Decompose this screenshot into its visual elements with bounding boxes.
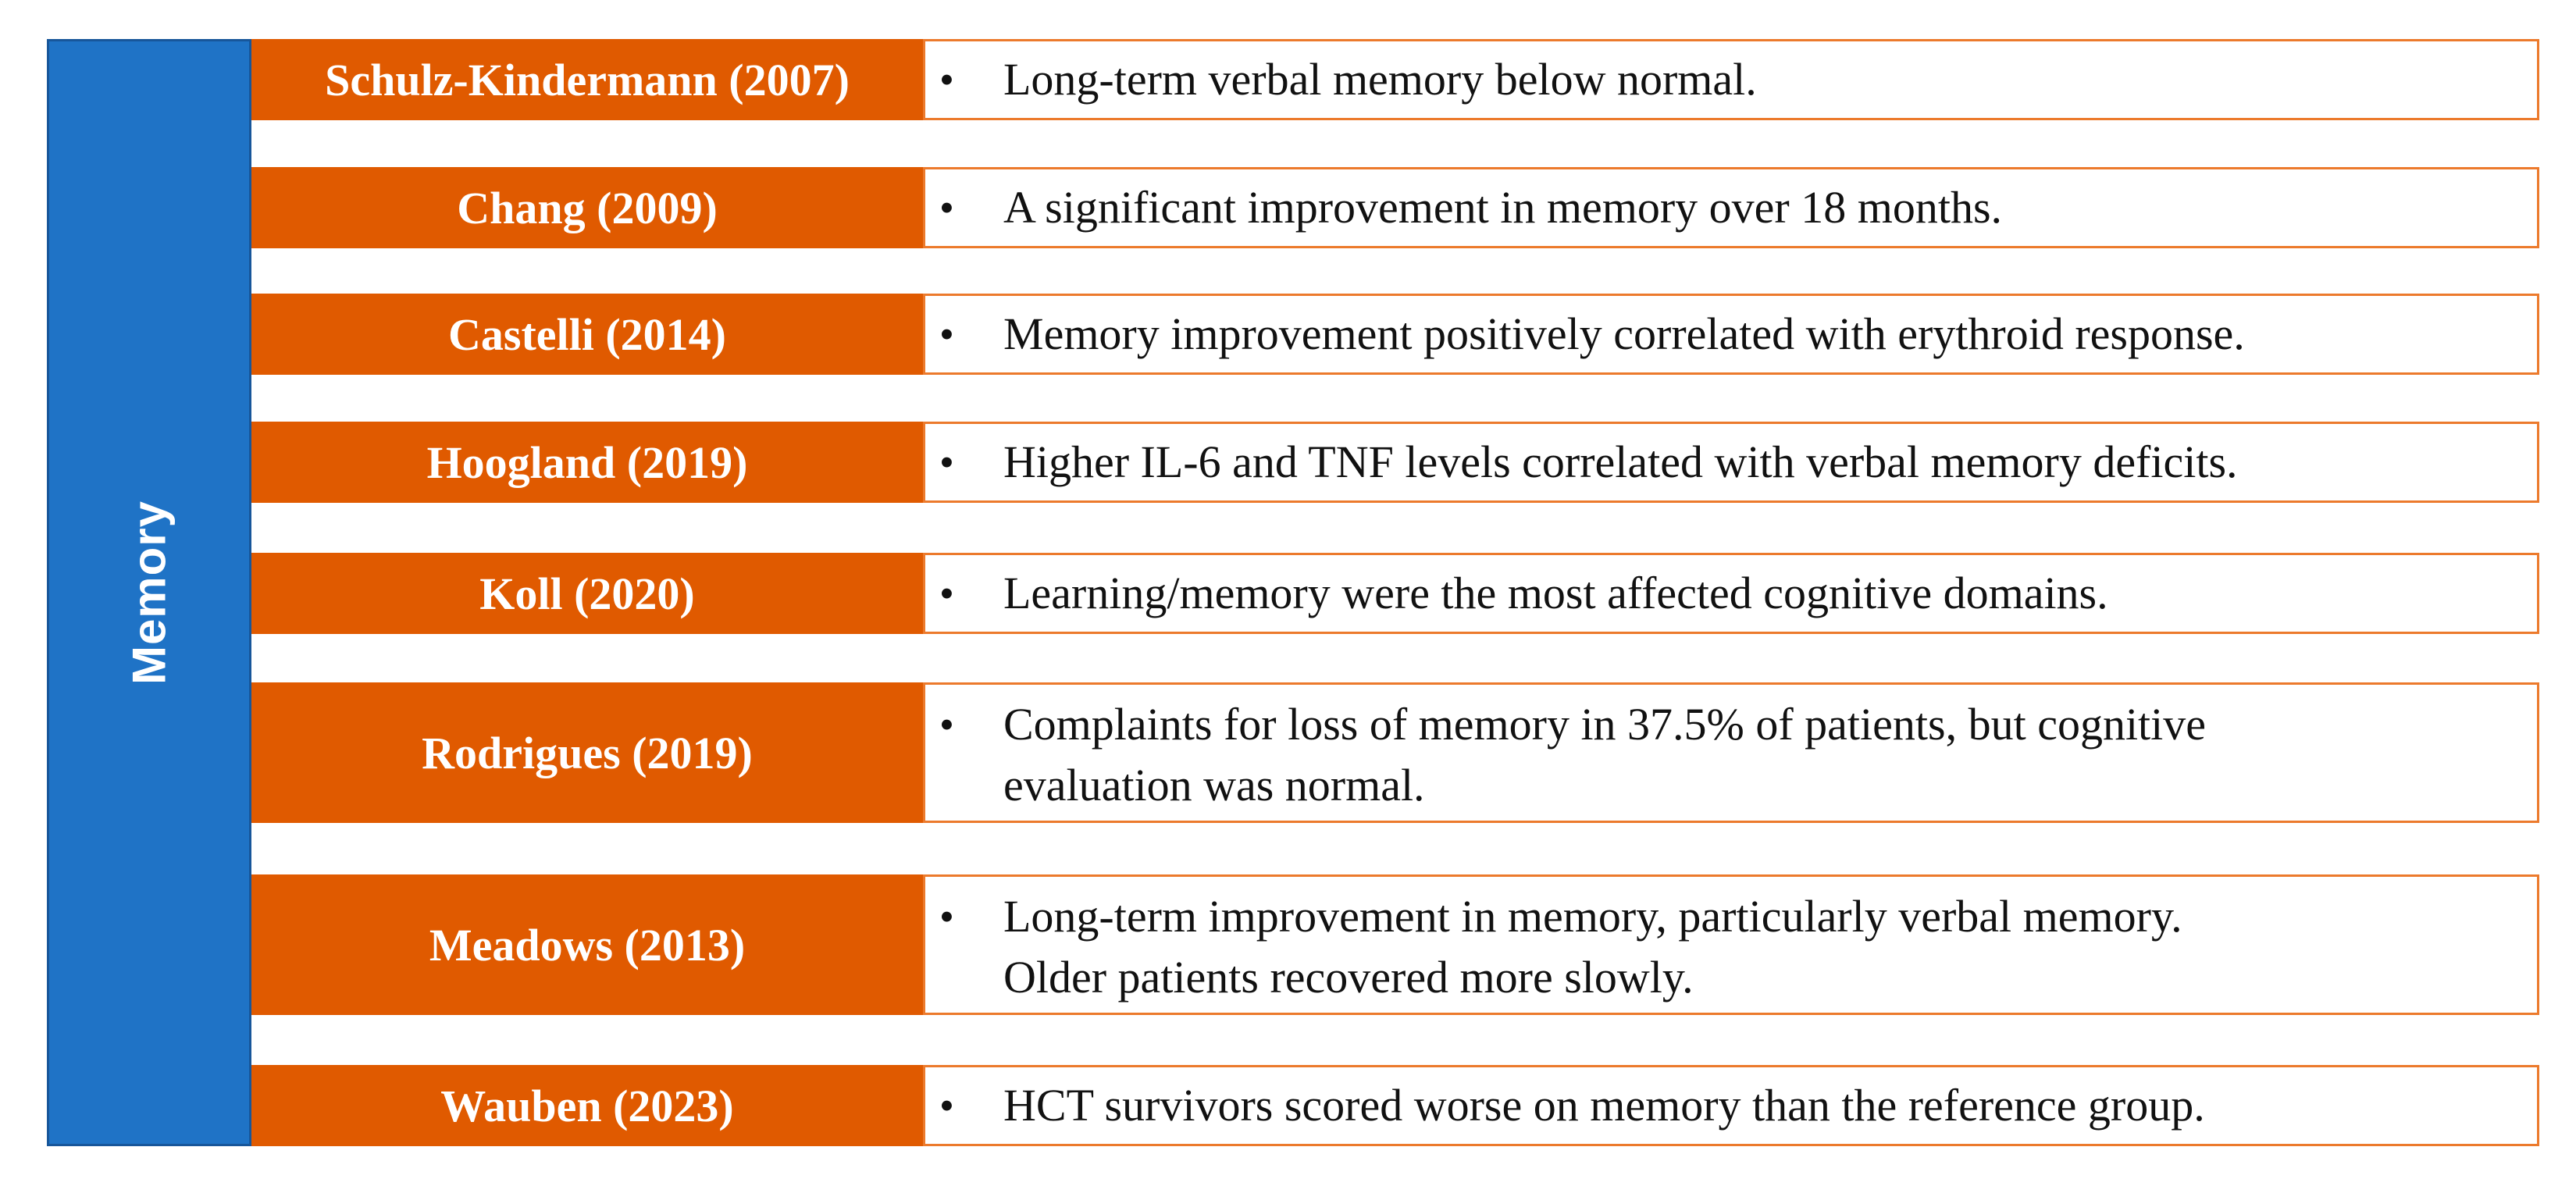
study-row: Wauben (2023) • HCT survivors scored wor…	[251, 1065, 2539, 1146]
finding-box: • Learning/memory were the most affected…	[923, 553, 2539, 634]
author-box: Rodrigues (2019)	[251, 682, 923, 823]
author-box: Castelli (2014)	[251, 294, 923, 375]
finding-text: Long-term improvement in memory, particu…	[1003, 891, 2182, 1003]
author-label: Koll (2020)	[479, 568, 695, 619]
bullet-icon: •	[939, 439, 954, 486]
bullet-icon: •	[939, 701, 954, 748]
category-bar: Memory	[47, 39, 251, 1146]
author-box: Koll (2020)	[251, 553, 923, 634]
finding-text: Long-term verbal memory below normal.	[1003, 54, 1757, 105]
author-label: Rodrigues (2019)	[422, 727, 753, 778]
author-label: Schulz-Kindermann (2007)	[325, 54, 850, 105]
finding-box: • Higher IL-6 and TNF levels correlated …	[923, 422, 2539, 503]
finding-text: Memory improvement positively correlated…	[1003, 308, 2245, 359]
study-row: Koll (2020) • Learning/memory were the m…	[251, 553, 2539, 634]
finding-box: • Long-term improvement in memory, parti…	[923, 874, 2539, 1015]
study-row: Chang (2009) • A significant improvement…	[251, 167, 2539, 248]
finding-text: Complaints for loss of memory in 37.5% o…	[1003, 699, 2207, 810]
bullet-icon: •	[939, 56, 954, 103]
finding-text: Higher IL-6 and TNF levels correlated wi…	[1003, 436, 2238, 487]
finding-box: • A significant improvement in memory ov…	[923, 167, 2539, 248]
finding-text: A significant improvement in memory over…	[1003, 182, 2003, 233]
author-box: Schulz-Kindermann (2007)	[251, 39, 923, 120]
study-row: Castelli (2014) • Memory improvement pos…	[251, 294, 2539, 375]
study-row: Meadows (2013) • Long-term improvement i…	[251, 874, 2539, 1015]
finding-box: • Memory improvement positively correlat…	[923, 294, 2539, 375]
author-label: Castelli (2014)	[448, 308, 726, 360]
finding-box: • Complaints for loss of memory in 37.5%…	[923, 682, 2539, 823]
author-box: Hoogland (2019)	[251, 422, 923, 503]
bullet-icon: •	[939, 311, 954, 358]
author-label: Hoogland (2019)	[426, 436, 748, 488]
author-box: Wauben (2023)	[251, 1065, 923, 1146]
author-label: Chang (2009)	[457, 182, 718, 233]
finding-box: • HCT survivors scored worse on memory t…	[923, 1065, 2539, 1146]
finding-text: HCT survivors scored worse on memory tha…	[1003, 1080, 2205, 1131]
author-box: Chang (2009)	[251, 167, 923, 248]
bullet-icon: •	[939, 893, 954, 940]
bullet-icon: •	[939, 1082, 954, 1129]
study-row: Rodrigues (2019) • Complaints for loss o…	[251, 682, 2539, 823]
bullet-icon: •	[939, 184, 954, 231]
study-row: Hoogland (2019) • Higher IL-6 and TNF le…	[251, 422, 2539, 503]
bullet-icon: •	[939, 570, 954, 617]
study-row: Schulz-Kindermann (2007) • Long-term ver…	[251, 39, 2539, 120]
author-label: Meadows (2013)	[429, 919, 746, 971]
category-label: Memory	[123, 500, 176, 686]
finding-text: Learning/memory were the most affected c…	[1003, 568, 2108, 618]
author-label: Wauben (2023)	[440, 1080, 734, 1131]
finding-box: • Long-term verbal memory below normal.	[923, 39, 2539, 120]
author-box: Meadows (2013)	[251, 874, 923, 1015]
